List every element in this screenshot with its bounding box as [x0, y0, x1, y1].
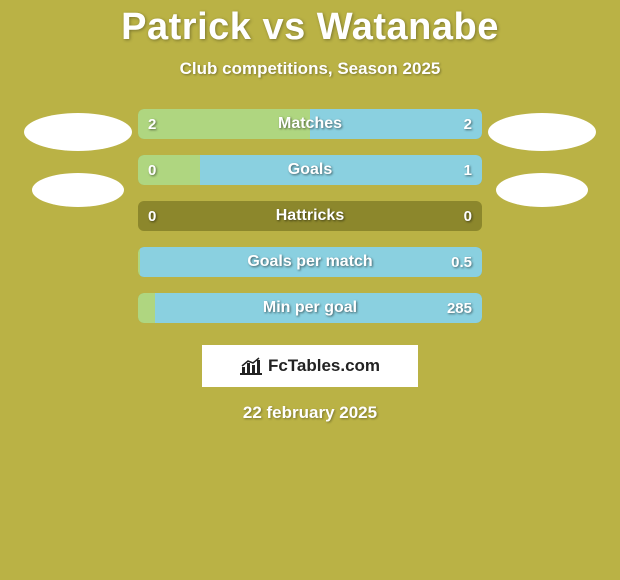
footer-date: 22 february 2025: [0, 403, 620, 423]
stat-row-matches: 2 Matches 2: [138, 109, 482, 139]
avatar-right-1: [488, 113, 596, 151]
bar-right-fill: [310, 109, 482, 139]
branding-text: FcTables.com: [268, 356, 380, 376]
branding-banner: FcTables.com: [202, 345, 418, 387]
stat-row-hattricks: 0 Hattricks 0: [138, 201, 482, 231]
stat-row-goals-per-match: Goals per match 0.5: [138, 247, 482, 277]
bar-left-fill: [138, 109, 310, 139]
stat-row-min-per-goal: Min per goal 285: [138, 293, 482, 323]
bar-left-fill: [138, 293, 155, 323]
stat-bars: 2 Matches 2 0 Goals 1 0 Hattricks 0 Goal…: [138, 109, 482, 323]
chart-icon: [240, 357, 262, 375]
page-subtitle: Club competitions, Season 2025: [0, 59, 620, 79]
bar-right-fill: [200, 155, 482, 185]
bar-right-fill: [140, 247, 482, 277]
page-title: Patrick vs Watanabe: [0, 0, 620, 49]
stat-label: Hattricks: [138, 201, 482, 231]
bar-right-fill: [155, 293, 482, 323]
avatar-left-2: [32, 173, 124, 207]
stat-right-value: 0: [464, 201, 472, 231]
stat-row-goals: 0 Goals 1: [138, 155, 482, 185]
stat-left-value: 0: [148, 201, 156, 231]
chart-area: 2 Matches 2 0 Goals 1 0 Hattricks 0 Goal…: [0, 109, 620, 323]
avatar-left-1: [24, 113, 132, 151]
right-avatar-col: [482, 109, 602, 207]
avatar-right-2: [496, 173, 588, 207]
bar-left-fill: [138, 155, 200, 185]
left-avatar-col: [18, 109, 138, 207]
